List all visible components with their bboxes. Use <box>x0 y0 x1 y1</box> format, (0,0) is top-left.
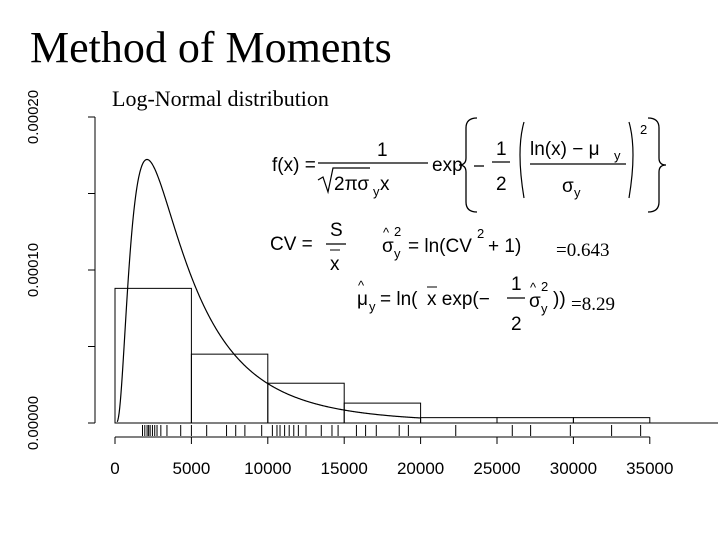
x-tick-label: 30000 <box>550 459 597 478</box>
x-tick-label: 15000 <box>321 459 368 478</box>
svg-text:2πσ: 2πσ <box>334 174 369 195</box>
histogram-bars <box>114 287 651 424</box>
lognormal-density-curve <box>116 158 421 423</box>
x-axis: 0 5000 10000 15000 20000 25000 30000 35000 <box>110 436 673 478</box>
svg-text:^: ^ <box>358 278 365 293</box>
cv-formula: CV = S x <box>270 220 346 275</box>
svg-text:σ: σ <box>382 236 394 257</box>
y-tick-label: 0.00020 <box>25 90 42 144</box>
sigma-estimate: σ ^ 2 y = ln(CV 2 + 1) =0.643 <box>382 224 609 261</box>
svg-text:2: 2 <box>477 226 484 241</box>
x-tick-label: 35000 <box>626 459 673 478</box>
mu-value: =8.29 <box>571 294 615 315</box>
mu-estimate: μ ^ y = ln( x exp(− 1 2 σ ^ 2 y )) =8.29 <box>357 274 615 335</box>
svg-text:= ln(CV: = ln(CV <box>408 236 472 257</box>
svg-text:2: 2 <box>541 279 548 294</box>
x-tick-label: 0 <box>110 459 119 478</box>
svg-text:1: 1 <box>511 274 522 295</box>
svg-text:1: 1 <box>377 140 388 161</box>
svg-text:f(x) =: f(x) = <box>272 155 316 176</box>
svg-text:2: 2 <box>394 224 401 239</box>
histogram-bar <box>420 417 498 424</box>
svg-text:2: 2 <box>640 122 647 137</box>
y-tick-label: 0.00010 <box>25 243 42 297</box>
chart-title: Method of Moments <box>30 23 392 72</box>
x-tick-label: 5000 <box>172 459 210 478</box>
svg-text:2: 2 <box>496 174 507 195</box>
chart-subtitle: Log-Normal distribution <box>112 86 329 111</box>
pdf-formula: f(x) = 1 2πσ y x exp 1 2 ln(x) − μ y σ y… <box>272 117 667 213</box>
svg-text:)): )) <box>553 289 566 310</box>
histogram-bar <box>267 382 345 424</box>
svg-text:y: y <box>373 184 380 199</box>
svg-text:x exp(−: x exp(− <box>427 289 490 310</box>
svg-text:x: x <box>330 254 340 275</box>
svg-text:y: y <box>369 299 376 314</box>
y-axis: 0.00000 0.00010 0.00020 <box>25 90 96 450</box>
svg-text:exp: exp <box>432 155 463 176</box>
svg-text:^: ^ <box>383 225 390 240</box>
svg-text:y: y <box>541 301 548 316</box>
svg-text:^: ^ <box>530 280 537 295</box>
x-tick-label: 20000 <box>397 459 444 478</box>
x-tick-label: 10000 <box>244 459 291 478</box>
y-tick-label: 0.00000 <box>25 396 42 450</box>
histogram-bar <box>572 417 651 424</box>
svg-text:2: 2 <box>511 314 522 335</box>
svg-text:ln(x) − μ: ln(x) − μ <box>530 139 600 160</box>
svg-text:μ: μ <box>357 289 368 310</box>
svg-text:σ: σ <box>562 176 574 197</box>
histogram-bar <box>190 353 269 424</box>
x-tick-label: 25000 <box>473 459 520 478</box>
svg-text:CV =: CV = <box>270 234 313 255</box>
svg-text:y: y <box>614 148 621 163</box>
svg-text:S: S <box>330 220 343 241</box>
rug-marks <box>142 425 642 436</box>
sigma-value: =0.643 <box>556 240 609 261</box>
svg-text:y: y <box>574 185 581 200</box>
histogram-bar <box>343 402 422 424</box>
svg-text:= ln(: = ln( <box>380 289 418 310</box>
svg-text:1: 1 <box>496 139 507 160</box>
svg-text:σ: σ <box>529 291 541 312</box>
histogram-bar <box>496 417 574 424</box>
svg-text:y: y <box>394 246 401 261</box>
svg-text:+ 1): + 1) <box>488 236 521 257</box>
svg-text:x: x <box>380 174 390 195</box>
